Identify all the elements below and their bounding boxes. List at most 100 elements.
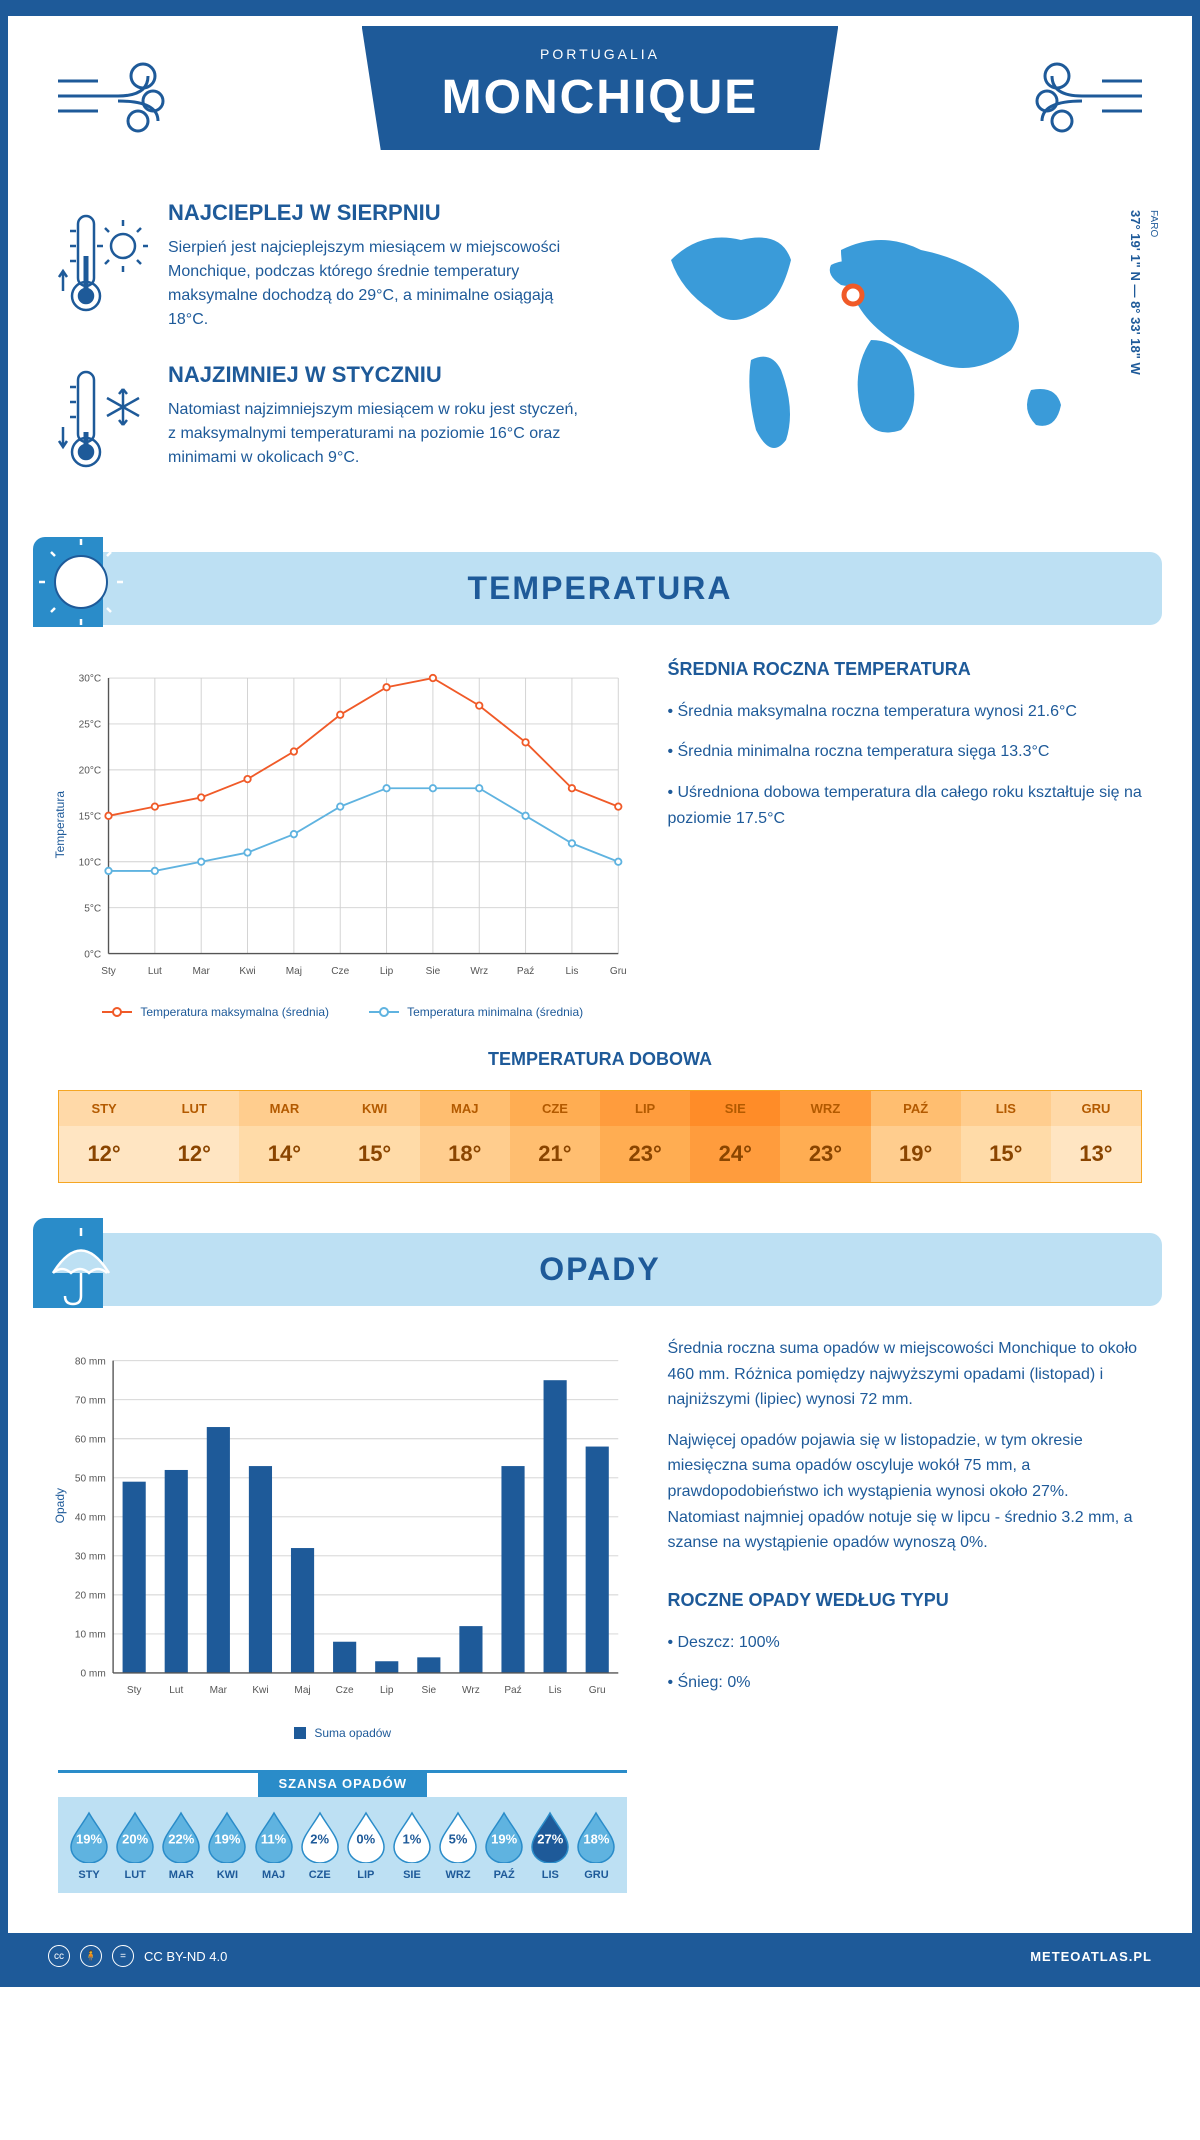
daily-col: KWI 15° (330, 1091, 420, 1182)
svg-text:Gru: Gru (589, 1685, 606, 1696)
precipitation-summary: Średnia roczna suma opadów w miejscowośc… (667, 1336, 1142, 1711)
y-axis-label: Opady (53, 1488, 67, 1523)
site-name: METEOATLAS.PL (1030, 1949, 1152, 1964)
svg-text:Lis: Lis (549, 1685, 562, 1696)
chance-col: 2% CZE (297, 1809, 343, 1881)
drop-icon: 5% (436, 1809, 480, 1863)
summary-p1: Średnia roczna suma opadów w miejscowośc… (667, 1336, 1142, 1413)
daily-col: CZE 21° (510, 1091, 600, 1182)
svg-text:20 mm: 20 mm (75, 1591, 106, 1602)
legend-max: Temperatura maksymalna (średnia) (102, 1005, 329, 1019)
svg-text:Lip: Lip (380, 966, 394, 977)
drop-icon: 19% (205, 1809, 249, 1863)
chance-col: 5% WRZ (435, 1809, 481, 1881)
summary-p2: Najwięcej opadów pojawia się w listopadz… (667, 1428, 1142, 1556)
drop-icon: 20% (113, 1809, 157, 1863)
svg-text:80 mm: 80 mm (75, 1356, 106, 1367)
sun-icon (33, 537, 143, 627)
latitude: 37° 19' 1" N (1128, 210, 1143, 281)
infographic-page: MONCHIQUE PORTUGALIA (0, 0, 1200, 1987)
svg-text:Cze: Cze (336, 1685, 354, 1696)
region-label: FARO (1148, 210, 1159, 237)
temperature-line-chart: Temperatura 0°C5°C10°C15°C20°C25°C30°CSt… (58, 655, 627, 1019)
nd-icon: = (112, 1945, 134, 1967)
rain-pct: • Deszcz: 100% (667, 1630, 1142, 1656)
cc-icon: cc (48, 1945, 70, 1967)
license-text: CC BY-ND 4.0 (144, 1949, 227, 1964)
precipitation-bar-chart: Opady 0 mm10 mm20 mm30 mm40 mm50 mm60 mm… (58, 1336, 627, 1893)
daily-col: STY 12° (59, 1091, 149, 1182)
daily-col: SIE 24° (690, 1091, 780, 1182)
precipitation-section-header: OPADY (38, 1233, 1162, 1306)
cold-text: Natomiast najzimniejszym miesiącem w rok… (168, 398, 580, 470)
svg-text:25°C: 25°C (79, 720, 102, 731)
coordinates: FARO 37° 19' 1" N — 8° 33' 18" W (1126, 210, 1162, 375)
svg-text:10°C: 10°C (79, 857, 102, 868)
snow-pct: • Śnieg: 0% (667, 1670, 1142, 1696)
wind-icon (1012, 46, 1152, 146)
fact-body: NAJCIEPLEJ W SIERPNIU Sierpień jest najc… (168, 200, 580, 332)
chance-col: 19% STY (66, 1809, 112, 1881)
daily-col: GRU 13° (1051, 1091, 1141, 1182)
svg-text:40 mm: 40 mm (75, 1512, 106, 1523)
daily-col: LIS 15° (961, 1091, 1051, 1182)
section-title: TEMPERATURA (78, 570, 1122, 607)
svg-text:Mar: Mar (210, 1685, 228, 1696)
svg-text:Sie: Sie (422, 1685, 437, 1696)
daily-col: PAŹ 19° (871, 1091, 961, 1182)
daily-temperature: TEMPERATURA DOBOWA STY 12°LUT 12°MAR 14°… (8, 1019, 1192, 1213)
svg-text:Sty: Sty (127, 1685, 143, 1696)
intro-row: NAJCIEPLEJ W SIERPNIU Sierpień jest najc… (8, 180, 1192, 532)
svg-text:Kwi: Kwi (252, 1685, 268, 1696)
chance-col: 11% MAJ (251, 1809, 297, 1881)
cold-title: NAJZIMNIEJ W STYCZNIU (168, 362, 580, 388)
legend-sum: Suma opadów (294, 1726, 391, 1740)
chart-legend: Temperatura maksymalna (średnia) Tempera… (58, 1005, 627, 1019)
header: MONCHIQUE PORTUGALIA (8, 16, 1192, 180)
section-title: OPADY (78, 1251, 1122, 1288)
daily-table: STY 12°LUT 12°MAR 14°KWI 15°MAJ 18°CZE 2… (58, 1090, 1142, 1183)
fact-body: NAJZIMNIEJ W STYCZNIU Natomiast najzimni… (168, 362, 580, 482)
facts-column: NAJCIEPLEJ W SIERPNIU Sierpień jest najc… (58, 200, 580, 512)
chance-col: 18% GRU (573, 1809, 619, 1881)
daily-col: WRZ 23° (780, 1091, 870, 1182)
svg-text:5°C: 5°C (84, 903, 101, 914)
summary-bullet: • Uśredniona dobowa temperatura dla całe… (667, 780, 1142, 831)
chance-col: 22% MAR (158, 1809, 204, 1881)
svg-text:Wrz: Wrz (462, 1685, 480, 1696)
svg-text:Cze: Cze (331, 966, 349, 977)
chance-col: 0% LIP (343, 1809, 389, 1881)
footer: cc 🧍 = CC BY-ND 4.0 METEOATLAS.PL (8, 1933, 1192, 1979)
by-type-title: ROCZNE OPADY WEDŁUG TYPU (667, 1586, 1142, 1615)
svg-text:Paź: Paź (504, 1685, 521, 1696)
hot-fact: NAJCIEPLEJ W SIERPNIU Sierpień jest najc… (58, 200, 580, 332)
summary-bullet: • Średnia minimalna roczna temperatura s… (667, 739, 1142, 765)
svg-text:0°C: 0°C (84, 949, 101, 960)
svg-text:10 mm: 10 mm (75, 1630, 106, 1641)
svg-text:Maj: Maj (286, 966, 302, 977)
temperature-summary: ŚREDNIA ROCZNA TEMPERATURA • Średnia mak… (667, 655, 1142, 846)
drop-icon: 19% (67, 1809, 111, 1863)
daily-title: TEMPERATURA DOBOWA (58, 1049, 1142, 1070)
svg-text:Mar: Mar (193, 966, 211, 977)
drop-icon: 11% (252, 1809, 296, 1863)
wind-icon (48, 46, 188, 146)
svg-text:50 mm: 50 mm (75, 1473, 106, 1484)
legend-min-label: Temperatura minimalna (średnia) (407, 1005, 583, 1019)
y-axis-label: Temperatura (53, 791, 67, 858)
svg-text:Gru: Gru (610, 966, 627, 977)
svg-text:Sie: Sie (426, 966, 441, 977)
daily-col: LUT 12° (149, 1091, 239, 1182)
svg-text:Lut: Lut (169, 1685, 183, 1696)
svg-text:60 mm: 60 mm (75, 1434, 106, 1445)
svg-text:0 mm: 0 mm (81, 1669, 106, 1680)
drop-icon: 0% (344, 1809, 388, 1863)
daily-col: MAR 14° (239, 1091, 329, 1182)
by-icon: 🧍 (80, 1945, 102, 1967)
temperature-chart-row: Temperatura 0°C5°C10°C15°C20°C25°C30°CSt… (8, 655, 1192, 1019)
umbrella-icon (33, 1218, 143, 1308)
svg-text:70 mm: 70 mm (75, 1395, 106, 1406)
svg-text:Lis: Lis (565, 966, 578, 977)
title-banner: MONCHIQUE PORTUGALIA (362, 26, 839, 150)
hot-text: Sierpień jest najcieplejszym miesiącem w… (168, 236, 580, 332)
